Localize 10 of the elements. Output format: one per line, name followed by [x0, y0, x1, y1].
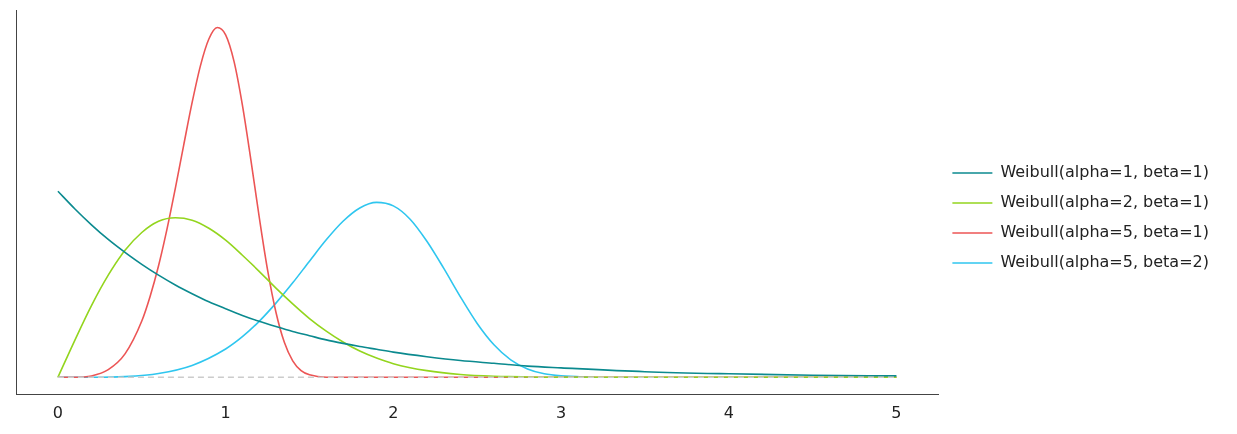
legend-label: Weibull(alpha=5, beta=2) — [1000, 252, 1210, 272]
legend-label: Weibull(alpha=5, beta=1) — [1000, 222, 1210, 242]
x-tick-label: 1 — [220, 402, 231, 422]
legend-label: Weibull(alpha=2, beta=1) — [1000, 192, 1210, 212]
x-tick-label: 3 — [555, 402, 567, 422]
x-tick-label: 4 — [723, 402, 734, 422]
x-tick-label: 5 — [891, 402, 902, 422]
x-tick-label: 0 — [52, 402, 64, 422]
legend-label: Weibull(alpha=1, beta=1) — [1000, 162, 1210, 182]
x-tick-label: 2 — [388, 402, 399, 422]
